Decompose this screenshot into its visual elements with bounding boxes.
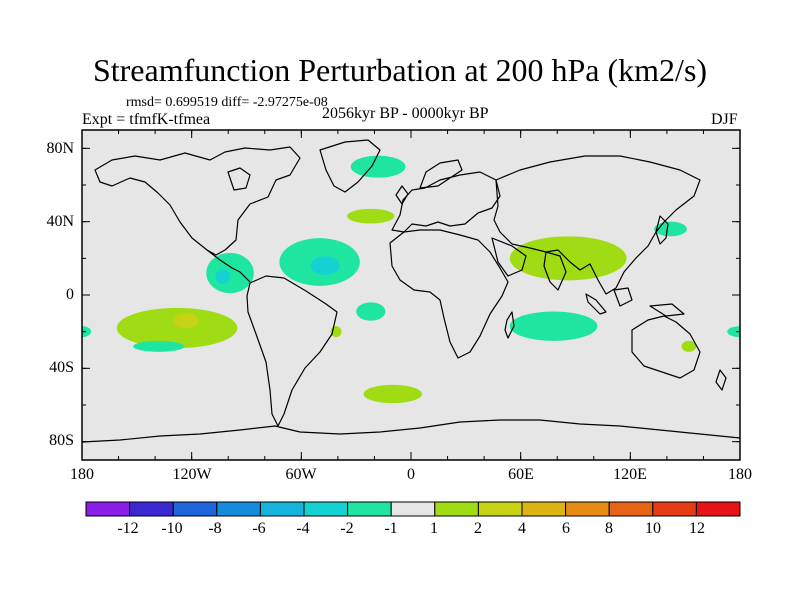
coastline-new-zealand	[715, 369, 727, 391]
contour-region-japan-low	[654, 221, 687, 237]
lat-label-0: 0	[66, 286, 74, 303]
contour-region-indian-ocean-low	[509, 311, 598, 341]
contour-region-west-africa-high	[347, 208, 395, 224]
lon-label-60w: 60W	[285, 466, 317, 483]
coastline-antarctica	[82, 419, 740, 443]
rmsd-stats: rmsd= 0.699519 diff= -2.97275e-08	[126, 95, 328, 110]
colorbar-label: 4	[518, 520, 526, 537]
colorbar-swatch	[652, 501, 697, 517]
contour-region-south-atlantic-low	[356, 302, 386, 321]
contour-region-north-atlantic-high	[350, 155, 406, 178]
colorbar-swatch	[521, 501, 567, 517]
coastline-arabia	[491, 237, 527, 277]
coastline-madagascar	[504, 311, 515, 339]
colorbar-swatch	[303, 501, 349, 517]
contour-region-dateline-low-west	[82, 326, 92, 338]
lon-label-120e: 120E	[613, 466, 647, 483]
coastline-japan	[655, 215, 669, 245]
coastline-central-america	[206, 249, 251, 283]
coastline-north-america	[94, 146, 301, 256]
colorbar-label: -6	[252, 520, 266, 537]
lon-label-0: 0	[407, 466, 415, 483]
contour-region-dateline-low-east	[727, 326, 740, 338]
season-label: DJF	[711, 111, 738, 128]
colorbar-label: -1	[384, 520, 398, 537]
lat-label-40s: 40S	[49, 359, 74, 376]
contour-region-australia-high	[681, 340, 697, 352]
contour-region-asia-high	[509, 236, 627, 281]
coastline-british-isles	[395, 185, 409, 205]
coastline-scandinavia	[419, 159, 463, 189]
lat-label-80n: 80N	[46, 140, 74, 157]
colorbar-swatch	[565, 501, 610, 517]
colorbar-label: 10	[645, 520, 661, 537]
colorbar-label: -12	[117, 520, 139, 537]
colorbar-label: -10	[161, 520, 183, 537]
colorbar-swatch	[259, 501, 305, 517]
colorbar-swatch	[85, 501, 131, 517]
colorbar-swatch	[216, 501, 261, 517]
colorbar-label: 12	[689, 520, 705, 537]
lat-label-40n: 40N	[46, 213, 74, 230]
colorbar-label: 2	[474, 520, 482, 537]
colorbar-swatch	[434, 501, 479, 517]
coastline-australia	[631, 315, 701, 379]
coastline-sumatra	[585, 293, 607, 315]
colorbar-swatch	[172, 501, 218, 517]
lat-label-80s: 80S	[49, 432, 74, 449]
colorbar-label: 6	[562, 520, 570, 537]
coastline-south-america	[246, 275, 338, 427]
colorbar-label: 1	[430, 520, 438, 537]
contour-region-east-pacific-high	[116, 307, 238, 349]
colorbar-label: -4	[296, 520, 310, 537]
lon-label-180e: 180	[728, 466, 752, 483]
colorbar-swatch	[129, 501, 174, 517]
map-background	[82, 130, 740, 460]
coastline-asia	[493, 155, 701, 295]
lon-label-60e: 60E	[508, 466, 534, 483]
colorbar-swatch	[477, 501, 523, 517]
coastline-africa	[389, 229, 509, 359]
contour-region-south-pacific-low	[133, 340, 185, 352]
experiment-label: Expt = tfmfK-tfmea	[82, 111, 211, 128]
contour-region-east-pacific-high-core	[173, 313, 199, 328]
coastline-borneo	[613, 287, 633, 307]
axis-ticks	[81, 130, 741, 460]
map-title: Streamfunction Perturbation at 200 hPa (…	[92, 52, 708, 88]
period-label: 2056kyr BP - 0000kyr BP	[322, 105, 489, 122]
contour-region-mexico-low-core	[215, 269, 231, 284]
colorbar-swatch	[695, 501, 741, 517]
colorbar	[85, 501, 741, 517]
colorbar-label: -8	[208, 520, 222, 537]
coastlines	[82, 139, 740, 443]
colorbar-swatch	[347, 501, 392, 517]
colorbar-swatch	[390, 501, 436, 517]
contour-region-mexico-low	[206, 252, 254, 294]
lon-label-180w: 180	[70, 466, 94, 483]
contour-region-caribbean-low-core	[310, 256, 340, 275]
colorbar-label: 8	[605, 520, 613, 537]
coastline-greenland	[319, 139, 381, 193]
colorbar-label: -2	[340, 520, 354, 537]
coastline-europe	[391, 171, 501, 233]
colorbar-swatch	[608, 501, 654, 517]
contour-region-southern-ocean-high	[363, 384, 422, 404]
lon-label-120w: 120W	[172, 466, 212, 483]
contour-regions	[82, 155, 740, 404]
coastline-hudson-bay	[227, 167, 251, 191]
coastline-new-guinea	[649, 303, 685, 317]
coastline-india	[543, 251, 567, 291]
